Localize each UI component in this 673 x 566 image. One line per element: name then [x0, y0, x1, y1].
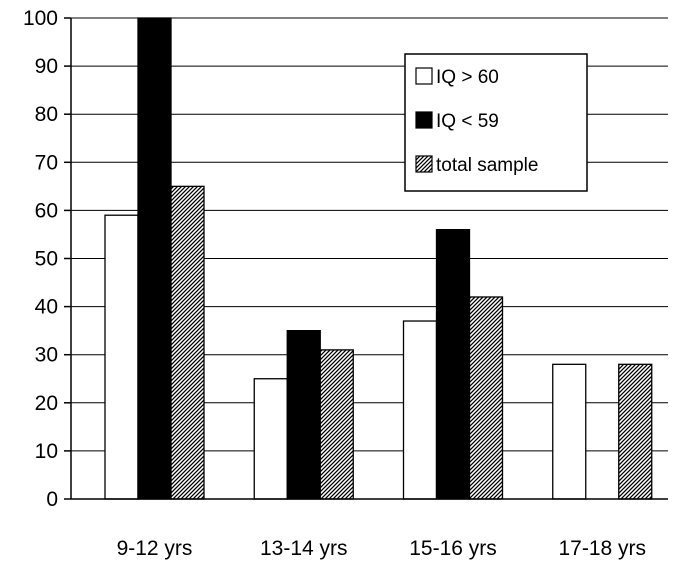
x-category-label-2: 13-14 yrs — [260, 537, 348, 560]
bar-1-17-18-yrs — [552, 363, 587, 500]
y-tick-label-100: 100 — [23, 7, 58, 30]
bar-1-9-12-yrs — [104, 214, 139, 500]
legend-swatch-2 — [415, 111, 433, 129]
y-tick-label-30: 30 — [35, 344, 58, 367]
y-tick-label-90: 90 — [35, 55, 58, 78]
legend-swatch-1 — [415, 67, 433, 85]
y-tick-label-0: 0 — [46, 488, 58, 511]
y-tick-label-50: 50 — [35, 248, 58, 271]
bar-3-15-16-yrs — [468, 296, 504, 500]
legend-label-3: total sample — [436, 155, 538, 176]
legend-label-1: IQ > 60 — [436, 67, 499, 88]
y-tick-labels: 0 10 20 30 40 50 60 70 80 90 100 — [23, 7, 58, 511]
bar-2-9-12-yrs — [137, 17, 172, 500]
legend: IQ > 60 IQ < 59 total sample — [404, 53, 588, 192]
y-tick-label-70: 70 — [35, 151, 58, 174]
bar-3-9-12-yrs — [170, 185, 205, 500]
y-tick-label-40: 40 — [35, 296, 58, 319]
legend-box — [404, 53, 588, 192]
legend-label-2: IQ < 59 — [436, 111, 499, 132]
x-category-label-3: 15-16 yrs — [409, 537, 497, 560]
bar-3-17-18-yrs — [618, 363, 653, 500]
axes — [64, 17, 668, 500]
x-category-label-4: 17-18 yrs — [558, 537, 646, 560]
bar-1-13-14-yrs — [253, 378, 288, 500]
bar-2-13-14-yrs — [286, 329, 321, 500]
bar-3-13-14-yrs — [319, 349, 354, 500]
y-tick-label-20: 20 — [35, 392, 58, 415]
legend-swatch-3 — [415, 155, 433, 173]
y-tick-label-10: 10 — [35, 440, 58, 463]
y-tick-label-60: 60 — [35, 199, 58, 222]
y-tick-label-80: 80 — [35, 103, 58, 126]
x-category-label-1: 9-12 yrs — [117, 537, 193, 560]
bar-2-15-16-yrs — [435, 228, 471, 500]
x-category-labels: 9-12 yrs 13-14 yrs 15-16 yrs 17-18 yrs — [117, 537, 646, 560]
bar-1-15-16-yrs — [402, 320, 438, 500]
